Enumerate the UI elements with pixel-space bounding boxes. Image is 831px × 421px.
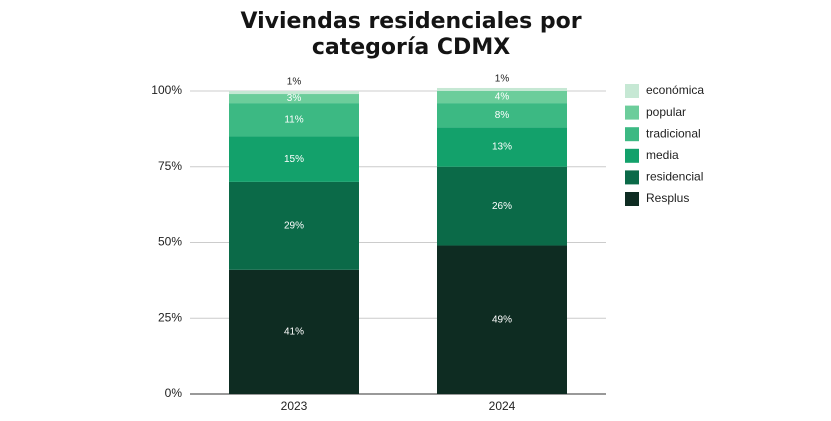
bar-segment (437, 245, 567, 394)
y-tick-label: 100% (151, 83, 182, 97)
value-label: 49% (492, 314, 512, 325)
legend-label: económica (646, 83, 704, 97)
chart-title: Viviendas residenciales por (240, 9, 581, 34)
bar-segment (229, 91, 359, 95)
value-label: 29% (284, 220, 304, 231)
legend-label: popular (646, 105, 686, 119)
legend-label: tradicional (646, 126, 701, 140)
legend-swatch (625, 192, 639, 206)
legend-swatch (625, 127, 639, 142)
y-tick-label: 75% (158, 159, 182, 173)
legend-swatch (625, 148, 639, 163)
y-tick-label: 0% (165, 386, 183, 400)
value-label: 1% (495, 74, 510, 85)
value-label: 4% (495, 92, 510, 103)
legend-swatch (625, 84, 639, 98)
value-label: 26% (492, 201, 512, 212)
x-tick-label: 2023 (281, 399, 308, 413)
bar-segment (229, 103, 359, 137)
legend-swatch (625, 105, 639, 120)
y-tick-label: 50% (158, 235, 182, 249)
value-label: 8% (495, 110, 510, 121)
bar-segment (437, 166, 567, 246)
bar-segment (229, 181, 359, 270)
value-label: 1% (287, 77, 302, 88)
chart-title: categoría CDMX (312, 35, 510, 60)
bar-segment (437, 87, 567, 91)
legend-swatch (625, 170, 639, 185)
value-label: 41% (284, 327, 304, 338)
value-label: 15% (284, 154, 304, 165)
value-label: 13% (492, 142, 512, 153)
value-label: 11% (284, 114, 303, 125)
bar-segment (229, 136, 359, 182)
legend-label: Resplus (646, 191, 689, 205)
x-tick-label: 2024 (489, 399, 516, 413)
bar-segment (229, 269, 359, 394)
value-label: 3% (287, 93, 302, 104)
legend-label: residencial (646, 170, 703, 184)
bar-segment (437, 103, 567, 128)
bar-segment (437, 127, 567, 167)
bar-segment (437, 91, 567, 104)
legend-label: media (646, 148, 679, 162)
y-tick-label: 25% (158, 310, 182, 324)
bar-segment (229, 94, 359, 104)
